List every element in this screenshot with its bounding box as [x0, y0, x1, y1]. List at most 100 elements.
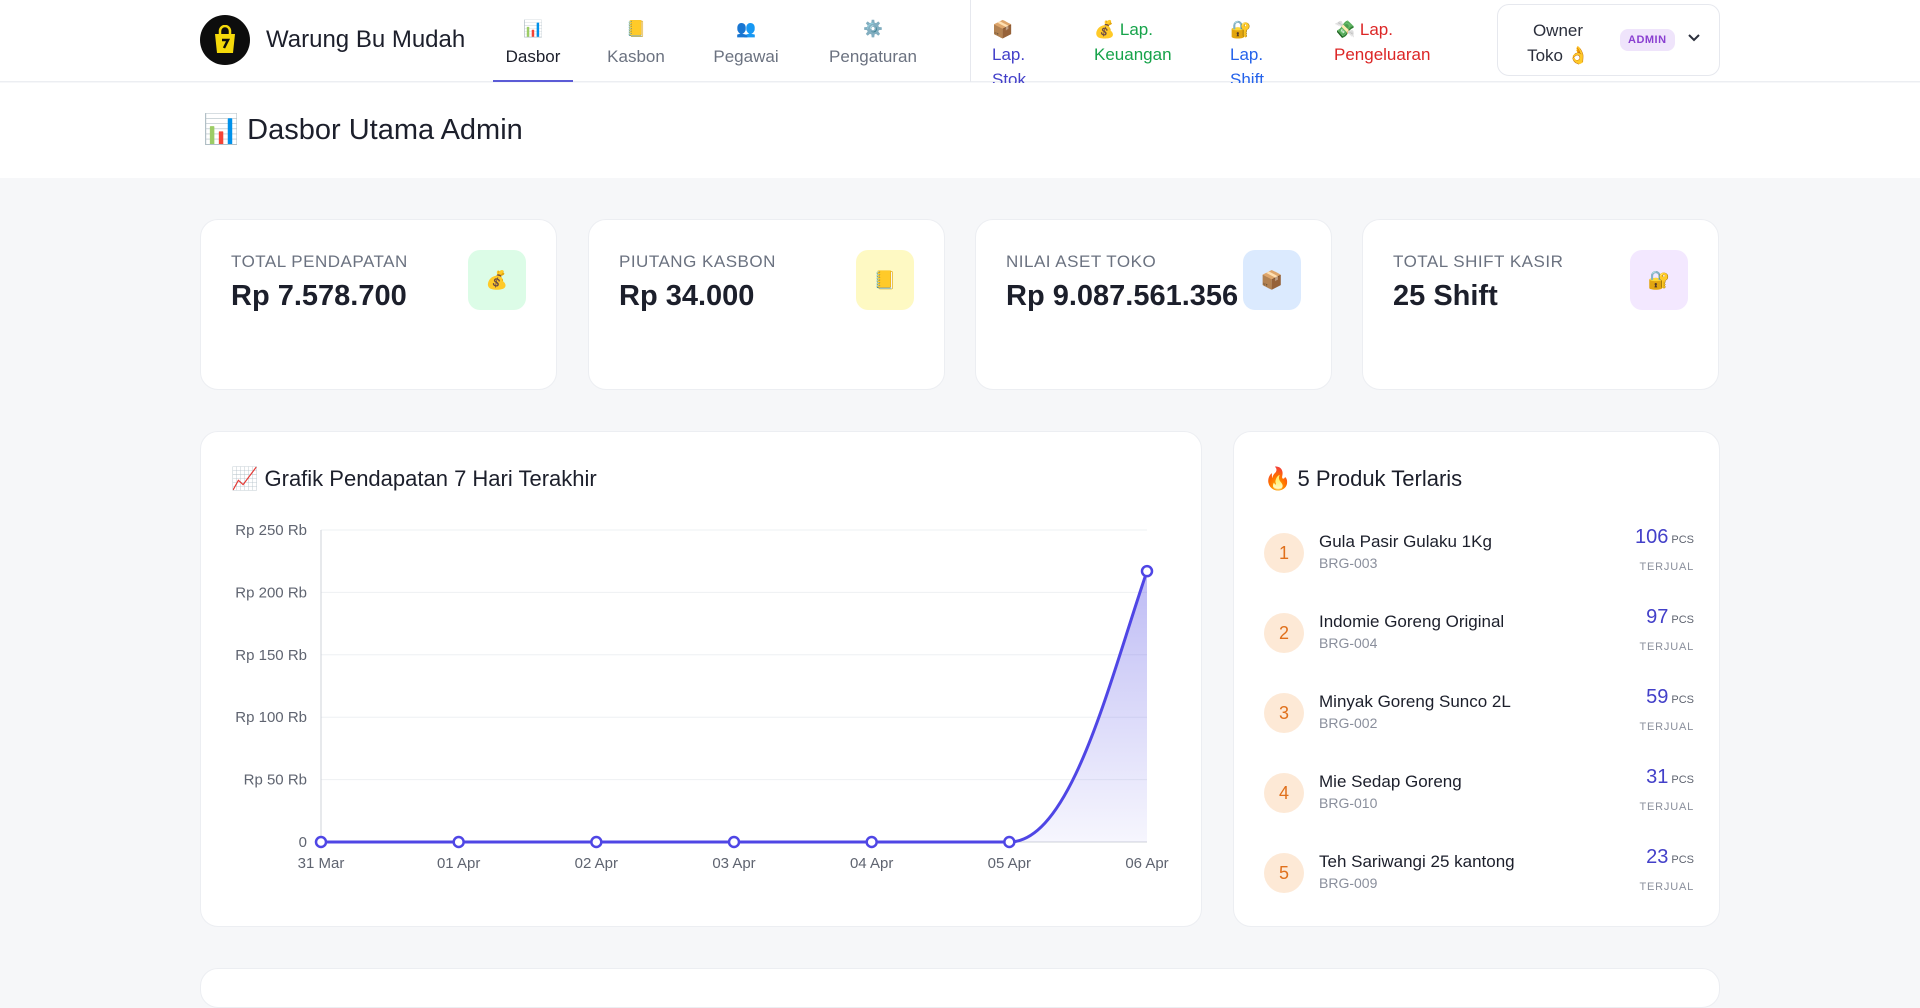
- next-panel: [200, 968, 1720, 1008]
- chevron-down-icon[interactable]: [1688, 29, 1700, 45]
- stat-card-total-pendapatan: TOTAL PENDAPATAN Rp 7.578.700 💰: [200, 219, 557, 390]
- stat-icon-glyph: 📦: [1260, 269, 1284, 290]
- qty-number: 106: [1635, 526, 1669, 548]
- revenue-chart: 0 Rp 50 Rb Rp 100 Rb Rp 150 Rb Rp 200 Rb Rp 2…: [235, 522, 1168, 872]
- rank-badge: 2: [1264, 613, 1304, 653]
- data-point: [865, 835, 878, 849]
- sold-label: TERJUAL: [1639, 721, 1694, 733]
- stat-value: 25 Shift: [1393, 280, 1498, 312]
- stat-label: NILAI ASET TOKO: [1006, 252, 1157, 271]
- data-point: [590, 835, 603, 849]
- list-item[interactable]: 3 Minyak Goreng Sunco 2L BRG-002 59 PCS T…: [1264, 686, 1694, 756]
- y-tick-label: Rp 200 Rb: [235, 584, 307, 601]
- list-item[interactable]: 1 Gula Pasir Gulaku 1Kg BRG-003 106 PCS T…: [1264, 526, 1694, 596]
- bar-chart-icon: 📊: [523, 21, 543, 38]
- product-qty: 97 PCS: [1646, 606, 1694, 629]
- product-code: BRG-004: [1319, 635, 1378, 651]
- list-item[interactable]: 2 Indomie Goreng Original BRG-004 97 PCS …: [1264, 606, 1694, 676]
- report-link-keuangan[interactable]: 💰 Lap. Keuangan: [1094, 17, 1172, 67]
- x-tick-label: 04 Apr: [850, 855, 893, 872]
- user-name-line2: Toko 👌: [1527, 46, 1589, 65]
- stat-label: TOTAL SHIFT KASIR: [1393, 252, 1564, 271]
- user-name: Owner Toko 👌: [1518, 18, 1598, 68]
- product-code: BRG-010: [1319, 795, 1378, 811]
- product-code: BRG-002: [1319, 715, 1378, 731]
- list-item[interactable]: 4 Mie Sedap Goreng BRG-010 31 PCS TERJUAL: [1264, 766, 1694, 836]
- page-title: 📊 Dasbor Utama Admin: [203, 114, 523, 146]
- revenue-chart-panel: 📈 Grafik Pendapatan 7 Hari Terakhir 0 Rp …: [200, 431, 1202, 927]
- stat-value: Rp 7.578.700: [231, 280, 407, 312]
- x-tick-label: 03 Apr: [712, 855, 755, 872]
- brand[interactable]: Warung Bu Mudah: [200, 15, 465, 65]
- qty-number: 97: [1646, 606, 1669, 628]
- top-products-title: 🔥 5 Produk Terlaris: [1264, 466, 1463, 491]
- stat-card-nilai-aset: NILAI ASET TOKO Rp 9.087.561.356 📦: [975, 219, 1332, 390]
- nav-item-label: Pengaturan: [829, 47, 917, 66]
- product-name: Gula Pasir Gulaku 1Kg: [1319, 532, 1492, 551]
- sold-label: TERJUAL: [1639, 801, 1694, 813]
- rank-badge: 1: [1264, 533, 1304, 573]
- nav-item-label: Dasbor: [505, 47, 561, 66]
- chart-title: 📈 Grafik Pendapatan 7 Hari Terakhir: [231, 466, 597, 491]
- stat-icon-glyph: 🔐: [1647, 269, 1671, 290]
- y-tick-label: Rp 50 Rb: [244, 772, 307, 789]
- y-tick-label: Rp 100 Rb: [235, 709, 307, 726]
- data-point: [1140, 564, 1154, 578]
- stat-icon-glyph: 📒: [873, 269, 897, 290]
- stat-label: PIUTANG KASBON: [619, 252, 776, 271]
- nav-item-pengaturan[interactable]: ⚙️ Pengaturan: [823, 0, 923, 82]
- rank-badge: 5: [1264, 853, 1304, 893]
- qty-number: 59: [1646, 686, 1669, 708]
- product-name: Minyak Goreng Sunco 2L: [1319, 692, 1511, 711]
- y-tick-label: Rp 250 Rb: [235, 522, 307, 539]
- product-code: BRG-003: [1319, 555, 1378, 571]
- sold-label: TERJUAL: [1639, 561, 1694, 573]
- stat-card-total-shift: TOTAL SHIFT KASIR 25 Shift 🔐: [1362, 219, 1719, 390]
- stat-label: TOTAL PENDAPATAN: [231, 252, 408, 271]
- role-badge: ADMIN: [1620, 29, 1675, 51]
- rank-badge: 3: [1264, 693, 1304, 733]
- report-link-stok[interactable]: 📦 Lap. Stok: [992, 17, 1026, 92]
- x-tick-label: 06 Apr: [1125, 855, 1168, 872]
- qty-number: 23: [1646, 846, 1669, 868]
- money-bag-icon: 💰: [468, 250, 526, 310]
- brand-name: Warung Bu Mudah: [266, 26, 466, 53]
- top-products-panel: 🔥 5 Produk Terlaris 1 Gula Pasir Gulaku …: [1233, 431, 1720, 927]
- product-qty: 59 PCS: [1646, 686, 1694, 709]
- data-point: [452, 835, 465, 849]
- report-link-line2: Keuangan: [1094, 45, 1172, 64]
- qty-unit: PCS: [1671, 614, 1694, 626]
- ledger-icon: 📒: [856, 250, 914, 310]
- x-tick-label: 05 Apr: [988, 855, 1031, 872]
- nav-item-dasbor[interactable]: 📊 Dasbor: [493, 0, 573, 82]
- report-link-line1: 💰 Lap.: [1094, 20, 1153, 39]
- product-qty: 31 PCS: [1646, 766, 1694, 789]
- user-menu[interactable]: Owner Toko 👌 ADMIN: [1497, 4, 1720, 76]
- nav-item-pegawai[interactable]: 👥 Pegawai: [711, 0, 781, 82]
- series-area: [321, 571, 1147, 842]
- x-tick-label: 31 Mar: [298, 855, 345, 872]
- product-name: Indomie Goreng Original: [1319, 612, 1505, 631]
- users-icon: 👥: [736, 21, 756, 38]
- product-name: Teh Sariwangi 25 kantong: [1319, 852, 1515, 871]
- lock-icon: 🔐: [1630, 250, 1688, 310]
- data-point: [1003, 835, 1016, 849]
- series-line: [321, 570, 1149, 844]
- list-item[interactable]: 5 Teh Sariwangi 25 kantong BRG-009 23 PCS…: [1264, 846, 1694, 916]
- user-name-line1: Owner: [1532, 21, 1584, 40]
- report-link-line1: 📦 Lap.: [992, 20, 1026, 64]
- stat-card-piutang-kasbon: PIUTANG KASBON Rp 34.000 📒: [588, 219, 945, 390]
- report-link-pengeluaran[interactable]: 💸 Lap. Pengeluaran: [1334, 17, 1430, 67]
- nav-item-label: Pegawai: [713, 47, 779, 66]
- sold-label: TERJUAL: [1639, 641, 1694, 653]
- page-header: 📊 Dasbor Utama Admin: [0, 83, 1920, 178]
- y-tick-label: Rp 150 Rb: [235, 647, 307, 664]
- nav-item-label: Kasbon: [607, 47, 665, 66]
- qty-unit: PCS: [1671, 694, 1694, 706]
- stat-value: Rp 9.087.561.356: [1006, 280, 1239, 312]
- qty-unit: PCS: [1671, 534, 1694, 546]
- nav-item-kasbon[interactable]: 📒 Kasbon: [601, 0, 671, 82]
- ledger-icon: 📒: [626, 21, 646, 38]
- report-link-shift[interactable]: 🔐 Lap. Shift: [1230, 17, 1264, 92]
- stat-value: Rp 34.000: [619, 280, 755, 312]
